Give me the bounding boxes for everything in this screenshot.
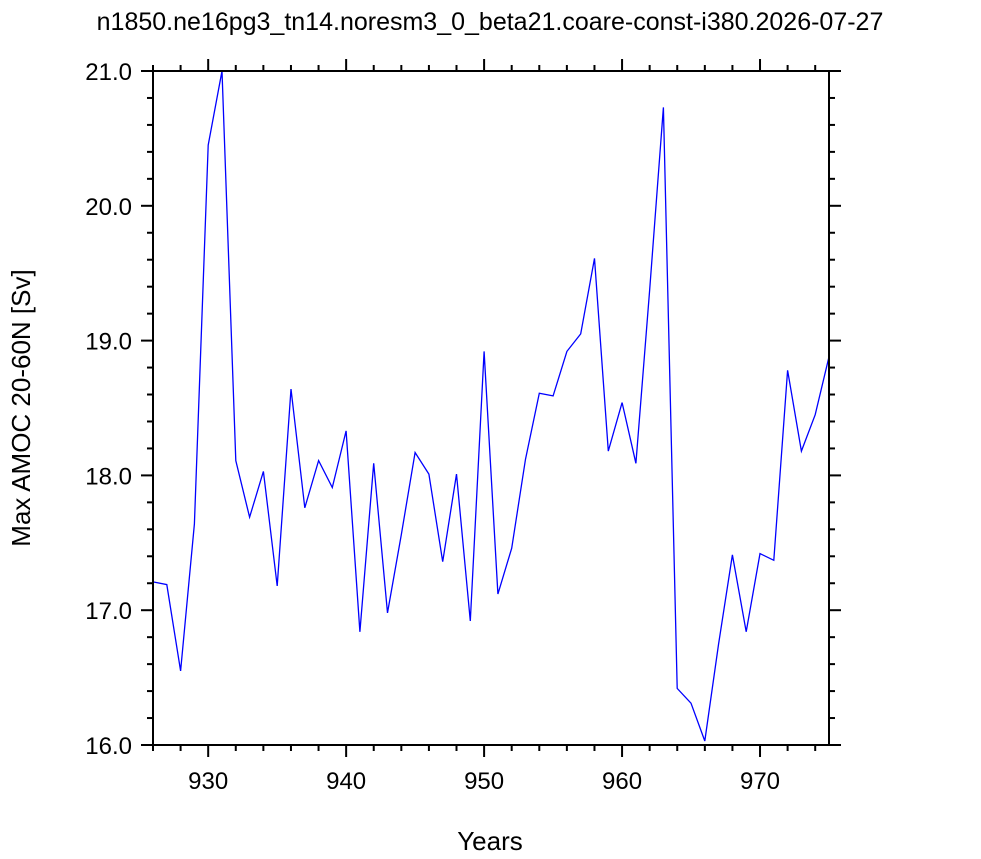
- x-tick-label: 970: [740, 768, 780, 795]
- axis-ticks: [141, 59, 841, 757]
- x-axis-title: Years: [457, 826, 523, 856]
- y-tick-label: 17.0: [85, 598, 132, 625]
- x-tick-label: 930: [188, 768, 228, 795]
- y-tick-label: 16.0: [85, 733, 132, 760]
- x-tick-label: 950: [464, 768, 504, 795]
- y-tick-label: 18.0: [85, 463, 132, 490]
- y-tick-label: 19.0: [85, 329, 132, 356]
- y-tick-label: 20.0: [85, 194, 132, 221]
- y-axis-title: Max AMOC 20-60N [Sv]: [6, 269, 36, 546]
- chart-title: n1850.ne16pg3_tn14.noresm3_0_beta21.coar…: [97, 8, 884, 36]
- x-tick-label: 960: [602, 768, 642, 795]
- y-tick-labels: 16.0 17.0 18.0 19.0 20.0 21.0: [85, 59, 132, 760]
- x-tick-label: 940: [326, 768, 366, 795]
- series-line: [152, 70, 830, 742]
- series-points: [152, 70, 830, 742]
- x-tick-labels: 930 940 950 960 970: [188, 768, 780, 795]
- y-tick-label: 21.0: [85, 59, 132, 86]
- plot-frame: [152, 70, 830, 746]
